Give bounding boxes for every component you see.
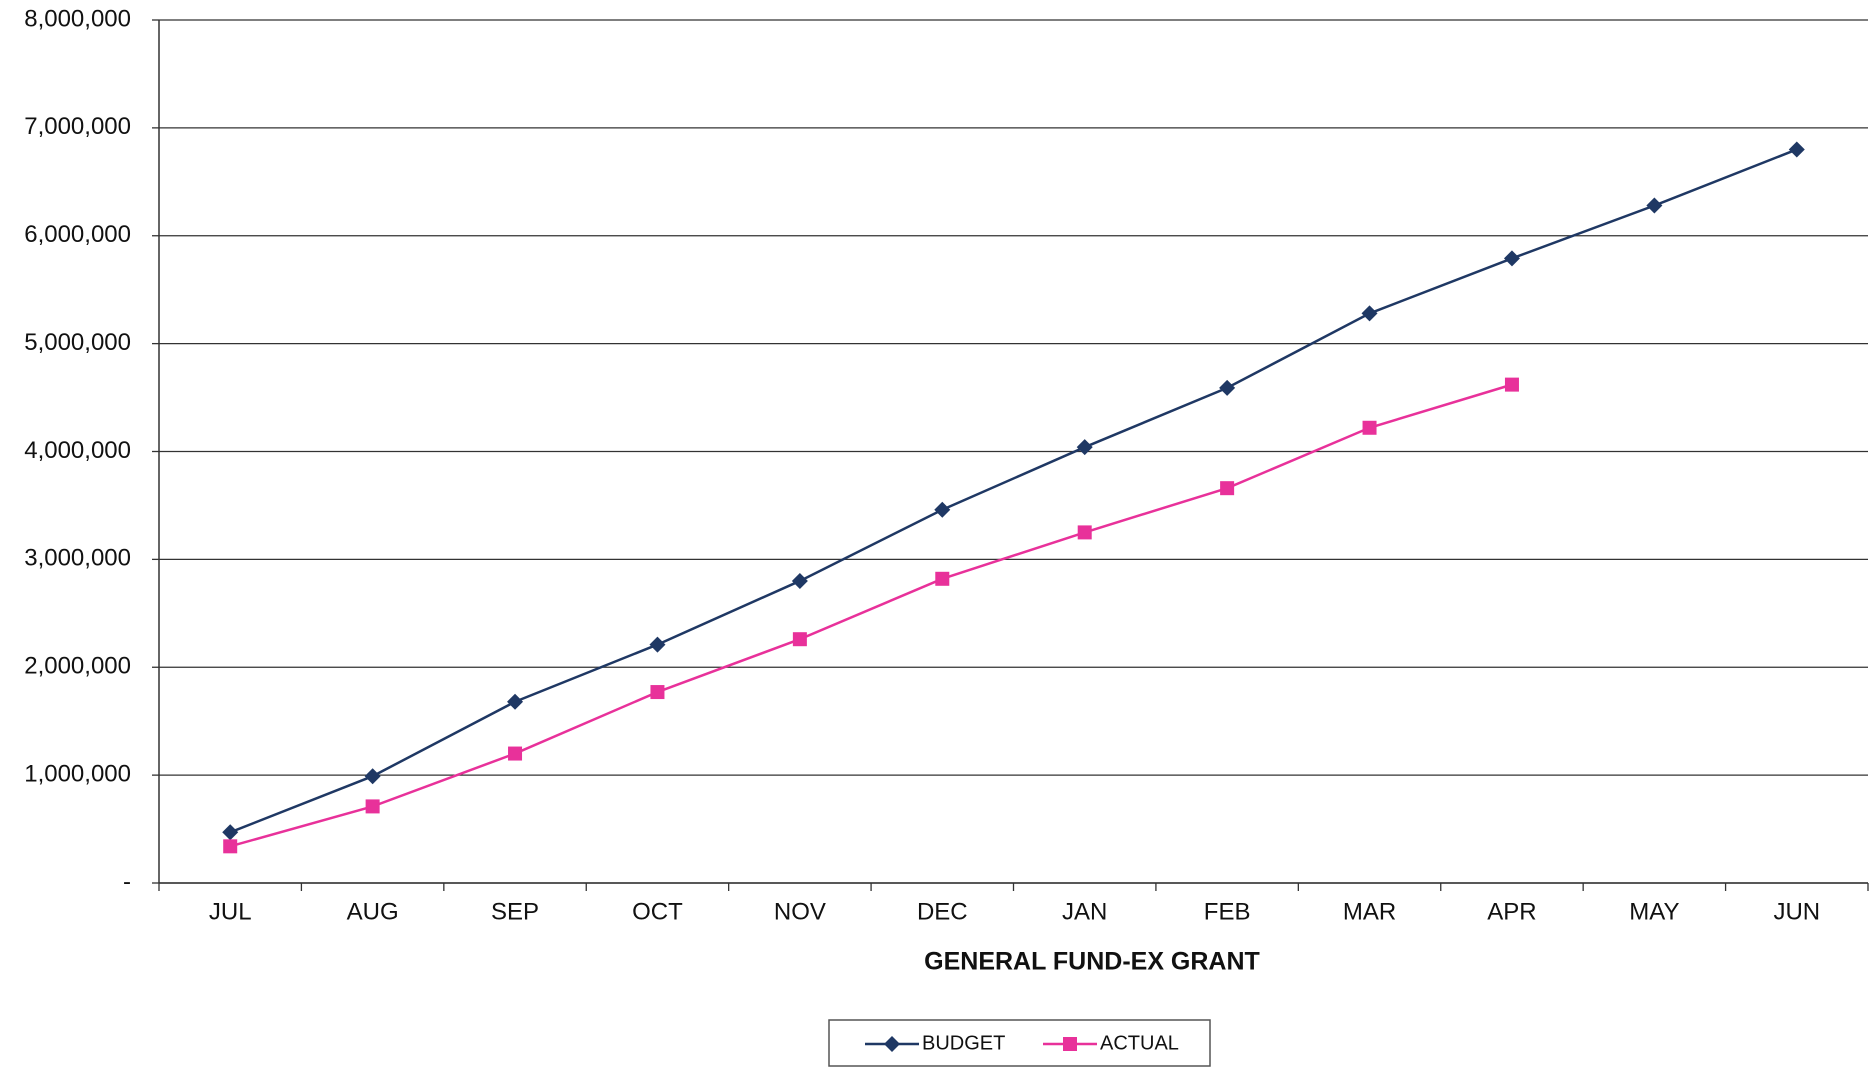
marker (1503, 250, 1520, 267)
marker (935, 571, 950, 586)
x-tick-label: SEP (491, 898, 539, 925)
x-tick-label: DEC (917, 898, 968, 925)
legend-label: ACTUAL (1100, 1032, 1179, 1054)
x-tick-label: JUN (1773, 898, 1820, 925)
marker (365, 799, 380, 814)
marker (508, 746, 523, 761)
y-tick-label: 5,000,000 (24, 329, 131, 356)
x-tick-label: NOV (774, 898, 826, 925)
x-tick-label: MAY (1629, 898, 1679, 925)
series-line (229, 383, 1513, 848)
marker (1219, 379, 1236, 396)
x-tick-label: JUL (209, 898, 252, 925)
x-tick-label: FEB (1204, 898, 1251, 925)
y-tick-label: 6,000,000 (24, 221, 131, 248)
x-tick-label: OCT (632, 898, 683, 925)
series-line (229, 148, 1798, 834)
marker (1788, 141, 1805, 158)
marker (791, 572, 808, 589)
y-tick-label: 2,000,000 (24, 653, 131, 680)
marker (1361, 305, 1378, 322)
y-tick-label: 7,000,000 (24, 113, 131, 140)
y-tick-label: 3,000,000 (24, 545, 131, 572)
marker (934, 501, 951, 518)
x-tick-label: APR (1487, 898, 1536, 925)
x-tick-label: AUG (347, 898, 399, 925)
x-tick-label: MAR (1343, 898, 1396, 925)
marker (223, 839, 238, 854)
marker (1362, 420, 1377, 435)
marker (792, 632, 807, 647)
x-tick-label: JAN (1062, 898, 1107, 925)
y-tick-label: 4,000,000 (24, 437, 131, 464)
marker (222, 824, 239, 841)
marker (1077, 525, 1092, 540)
marker (1504, 377, 1519, 392)
marker (507, 693, 524, 710)
y-tick-label: 1,000,000 (24, 760, 131, 787)
marker (649, 636, 666, 653)
legend-label: BUDGET (922, 1032, 1005, 1054)
legend-marker (1063, 1037, 1077, 1051)
y-tick-label: - (123, 868, 131, 895)
legend-marker (884, 1036, 900, 1052)
y-tick-label: 8,000,000 (24, 5, 131, 32)
marker (1220, 481, 1235, 496)
marker (650, 685, 665, 700)
marker (1646, 197, 1663, 214)
marker (1076, 439, 1093, 456)
marker (364, 768, 381, 785)
x-axis-title: GENERAL FUND-EX GRANT (924, 948, 1260, 976)
